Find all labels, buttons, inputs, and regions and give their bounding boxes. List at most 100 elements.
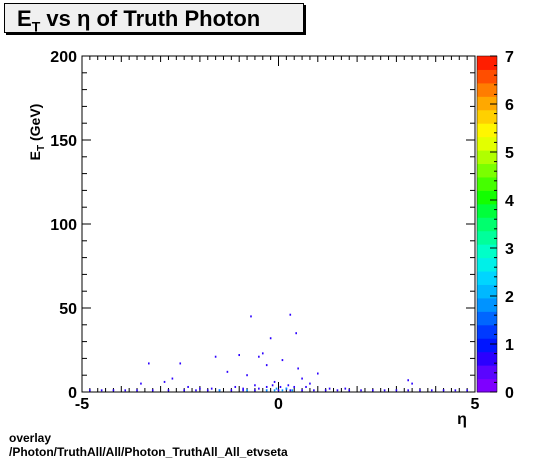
data-cell [297, 367, 299, 370]
x-tick-label: 5 [471, 396, 480, 413]
data-cell [238, 354, 240, 357]
z-tick-label: 3 [505, 241, 514, 258]
data-cell [124, 389, 127, 392]
z-tick-label: 4 [505, 193, 514, 210]
data-cell [383, 389, 386, 392]
color-scale-band [477, 365, 497, 380]
y-tick-label: 100 [50, 217, 77, 234]
color-scale-band [477, 351, 497, 366]
data-marks [89, 313, 468, 392]
footer-histogram-path: /Photon/TruthAll/All/Photon_TruthAll_All… [9, 445, 288, 459]
x-tick-label: -5 [75, 396, 89, 413]
color-scale-band [477, 56, 497, 70]
data-cell [179, 362, 182, 365]
data-cell [454, 389, 457, 392]
color-scale-band [477, 217, 497, 232]
data-cell [112, 389, 115, 392]
data-cell [328, 387, 331, 390]
data-cell-hot [218, 389, 221, 392]
data-cell-hot [246, 389, 248, 392]
data-cell [242, 389, 244, 392]
color-scale-frame [476, 55, 498, 393]
data-cell [344, 387, 347, 390]
data-cell [279, 385, 282, 388]
data-cell [277, 389, 280, 392]
data-cell [317, 372, 319, 375]
data-cell [336, 389, 339, 392]
x-tick-label: 0 [274, 396, 283, 413]
data-cell [100, 389, 103, 392]
data-cell [293, 385, 296, 388]
z-tick-label: 7 [505, 49, 514, 66]
color-scale-band [477, 311, 497, 326]
y-tick-label: 200 [50, 49, 77, 66]
color-scale-band [477, 230, 497, 245]
data-cell [242, 387, 244, 390]
data-cell [289, 313, 292, 316]
color-scale-band [477, 82, 497, 97]
color-scale [476, 55, 498, 393]
color-scale-band [477, 123, 497, 138]
color-scale-band [477, 109, 497, 124]
z-tick-label: 0 [505, 385, 514, 402]
data-cell-hot [285, 387, 288, 390]
data-cell [395, 389, 398, 392]
z-tick-label: 2 [505, 289, 514, 306]
color-scale-band [477, 150, 497, 165]
data-cell [163, 380, 166, 383]
data-cell [214, 355, 217, 358]
data-cell [305, 385, 307, 388]
footer-overlay: overlay [9, 431, 52, 445]
color-scale-band [477, 378, 497, 393]
data-cell [273, 380, 276, 383]
data-cell [419, 389, 421, 392]
data-cell [230, 389, 233, 392]
data-cell [360, 389, 362, 392]
color-scale-band [477, 284, 497, 299]
color-scale-band [477, 69, 497, 84]
data-cell [301, 389, 303, 392]
color-scale-band [477, 324, 497, 339]
data-cell [258, 387, 260, 390]
z-tick-label: 5 [505, 145, 514, 162]
x-axis-label: η [457, 411, 467, 428]
color-scale-band [477, 190, 497, 205]
color-scale-band [477, 203, 497, 218]
y-tick-label: 50 [59, 301, 77, 318]
z-tick-label: 1 [505, 337, 514, 354]
data-cell [313, 389, 315, 392]
data-cell [407, 379, 409, 382]
data-cell [250, 315, 252, 318]
data-cell [271, 384, 274, 387]
y-tick-label: 0 [68, 385, 77, 402]
data-cell [348, 389, 351, 392]
data-cell [295, 332, 297, 335]
y-tick-label: 150 [50, 133, 77, 150]
data-cell [246, 374, 248, 377]
data-cell [466, 389, 468, 392]
data-cell-hot [265, 389, 268, 392]
data-cell [226, 370, 229, 373]
data-cell-hot [275, 387, 278, 390]
data-cell-hot [291, 389, 294, 392]
color-scale-band [477, 163, 497, 178]
data-cell [265, 364, 268, 367]
data-cell [281, 359, 284, 362]
data-cell [140, 382, 142, 385]
data-cell [407, 389, 409, 392]
data-cell [254, 384, 256, 387]
data-cell [195, 389, 197, 392]
data-cell [261, 352, 264, 355]
plot-frame [81, 55, 476, 393]
data-cell [254, 389, 256, 392]
data-cell [199, 387, 201, 390]
y-axis-label: ET (GeV) [27, 104, 47, 161]
data-cell [309, 382, 311, 385]
color-scale-band [477, 96, 497, 111]
data-cell [411, 382, 413, 385]
data-cell-hot [281, 389, 284, 392]
data-cell [206, 389, 209, 392]
data-cell [269, 337, 272, 340]
